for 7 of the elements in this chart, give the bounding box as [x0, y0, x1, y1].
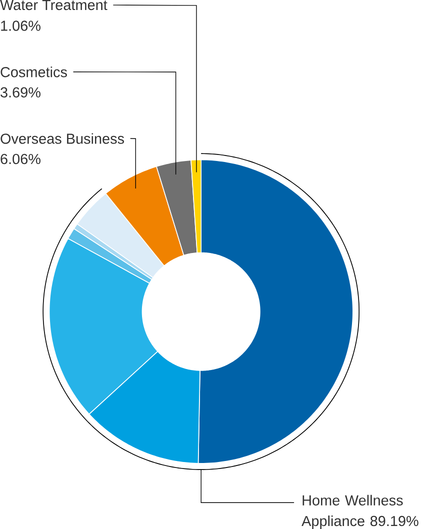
slice-label: Cosmetics [0, 66, 67, 78]
data-label: 6.06% [0, 154, 40, 164]
text: Home Wellness Appliance 89.19% [301, 494, 418, 529]
data-label: 1.06% [0, 20, 40, 31]
data-label: 3.69% [0, 87, 40, 98]
slice-label: Water Treatment [0, 0, 108, 10]
slice-label: Overseas Business [0, 133, 124, 144]
